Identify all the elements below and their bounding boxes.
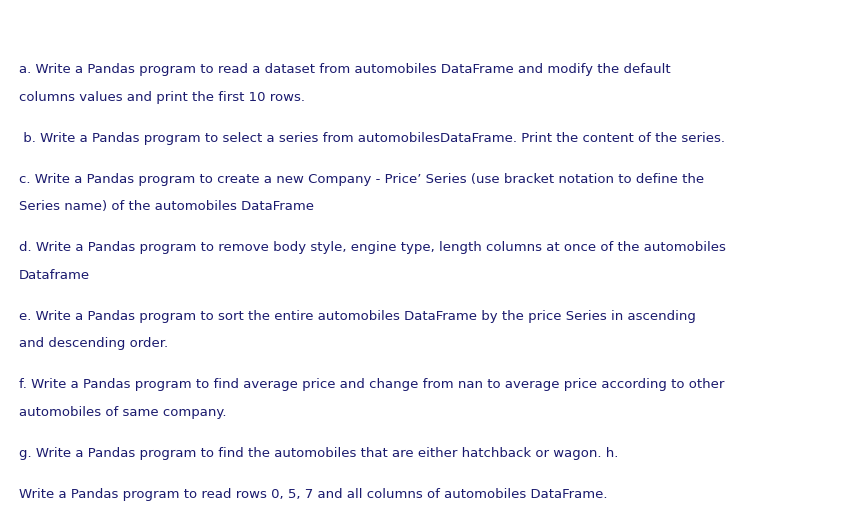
Text: f. Write a Pandas program to find average price and change from nan to average p: f. Write a Pandas program to find averag… xyxy=(19,378,724,392)
Text: Dataframe: Dataframe xyxy=(19,269,89,282)
Text: a. Write a Pandas program to read a dataset from automobiles DataFrame and modif: a. Write a Pandas program to read a data… xyxy=(19,63,671,76)
Text: e. Write a Pandas program to sort the entire automobiles DataFrame by the price : e. Write a Pandas program to sort the en… xyxy=(19,310,695,323)
Text: b. Write a Pandas program to select a series from automobilesDataFrame. Print th: b. Write a Pandas program to select a se… xyxy=(19,132,725,145)
Text: g. Write a Pandas program to find the automobiles that are either hatchback or w: g. Write a Pandas program to find the au… xyxy=(19,447,618,460)
Text: Series name) of the automobiles DataFrame: Series name) of the automobiles DataFram… xyxy=(19,200,314,213)
Text: and descending order.: and descending order. xyxy=(19,337,168,350)
Text: automobiles of same company.: automobiles of same company. xyxy=(19,406,227,419)
Text: d. Write a Pandas program to remove body style, engine type, length columns at o: d. Write a Pandas program to remove body… xyxy=(19,241,726,255)
Text: Write a Pandas program to read rows 0, 5, 7 and all columns of automobiles DataF: Write a Pandas program to read rows 0, 5… xyxy=(19,488,607,501)
Text: columns values and print the first 10 rows.: columns values and print the first 10 ro… xyxy=(19,91,305,104)
Text: c. Write a Pandas program to create a new Company - Price’ Series (use bracket n: c. Write a Pandas program to create a ne… xyxy=(19,173,704,186)
